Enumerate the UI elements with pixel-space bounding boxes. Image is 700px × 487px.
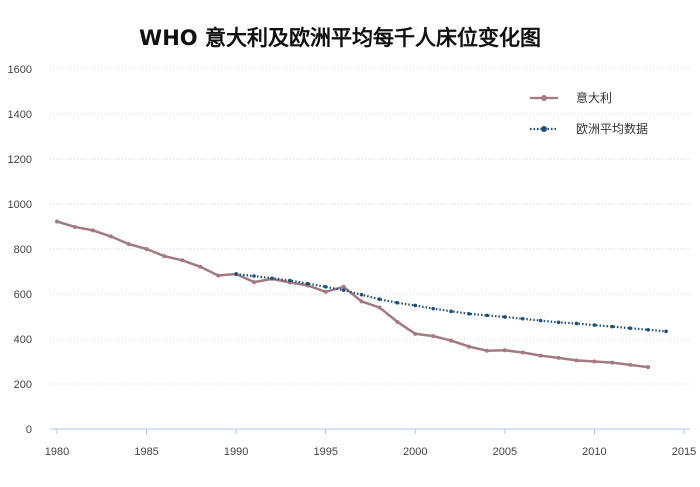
x-tick-label: 1985 (134, 446, 158, 458)
data-point (270, 276, 274, 281)
data-point (485, 313, 489, 318)
legend-swatch-marker (541, 126, 547, 132)
data-point (502, 348, 507, 353)
y-tick-label: 600 (14, 289, 32, 301)
data-point (323, 285, 328, 289)
data-point (467, 344, 472, 349)
data-point (216, 273, 221, 278)
data-point (90, 228, 95, 233)
data-point (55, 219, 59, 224)
y-tick-label: 1600 (8, 64, 32, 76)
y-tick-label: 1200 (8, 154, 32, 166)
data-point (574, 358, 579, 363)
y-tick-label: 1000 (8, 199, 32, 211)
data-point (610, 324, 615, 329)
data-point (556, 355, 561, 360)
data-point (413, 303, 418, 308)
data-point (503, 315, 507, 319)
data-point (162, 254, 167, 259)
legend-label: 欧洲平均数据 (576, 121, 648, 136)
legend-swatch-marker (541, 95, 547, 101)
y-tick-label: 400 (14, 334, 32, 346)
series-line-1 (56, 220, 649, 369)
x-tick-label: 2015 (672, 446, 696, 458)
data-point (359, 292, 364, 297)
data-point (323, 289, 328, 294)
data-point (252, 280, 257, 285)
data-point (646, 327, 650, 332)
data-point (574, 321, 579, 326)
x-tick-label: 2010 (582, 446, 606, 458)
data-point (377, 297, 382, 301)
y-tick-label: 0 (26, 424, 32, 436)
data-point (628, 326, 633, 331)
data-point (377, 305, 382, 310)
data-point (413, 331, 418, 336)
data-point (72, 224, 77, 229)
y-tick-label: 1400 (8, 109, 32, 121)
data-point (431, 334, 436, 339)
data-point (306, 281, 310, 286)
y-tick-label: 200 (14, 379, 32, 391)
data-point (556, 320, 561, 325)
data-point (484, 348, 489, 353)
data-point (664, 329, 668, 334)
data-point (520, 350, 525, 355)
x-tick-label: 1995 (313, 446, 337, 458)
x-tick-label: 1990 (224, 446, 248, 458)
data-point (628, 362, 633, 367)
data-point (395, 300, 400, 305)
x-tick-label: 1980 (45, 446, 69, 458)
data-point (395, 319, 400, 324)
data-point (520, 316, 525, 321)
data-point (180, 258, 185, 263)
data-point (592, 359, 597, 364)
data-point (108, 234, 113, 239)
y-tick-label: 800 (14, 244, 32, 256)
data-point (341, 284, 346, 289)
data-point (646, 365, 651, 370)
data-point (252, 274, 256, 278)
chart-title: WHO 意大利及欧洲平均每千人床位变化图 (139, 26, 541, 50)
x-tick-label: 2005 (493, 446, 517, 458)
data-point (198, 264, 203, 269)
data-point (449, 309, 453, 314)
data-point (341, 288, 346, 292)
data-point (234, 272, 238, 277)
data-point (467, 312, 471, 316)
data-point (592, 323, 597, 327)
data-point (449, 338, 454, 343)
data-point (126, 242, 131, 247)
data-point (288, 278, 292, 283)
data-point (538, 318, 543, 323)
x-tick-label: 2000 (403, 446, 427, 458)
data-point (610, 360, 615, 365)
data-point (538, 353, 543, 358)
data-point (431, 306, 436, 311)
series-line-2 (235, 273, 667, 333)
data-point (144, 247, 149, 251)
data-point (359, 299, 364, 304)
legend-label: 意大利 (576, 90, 612, 105)
